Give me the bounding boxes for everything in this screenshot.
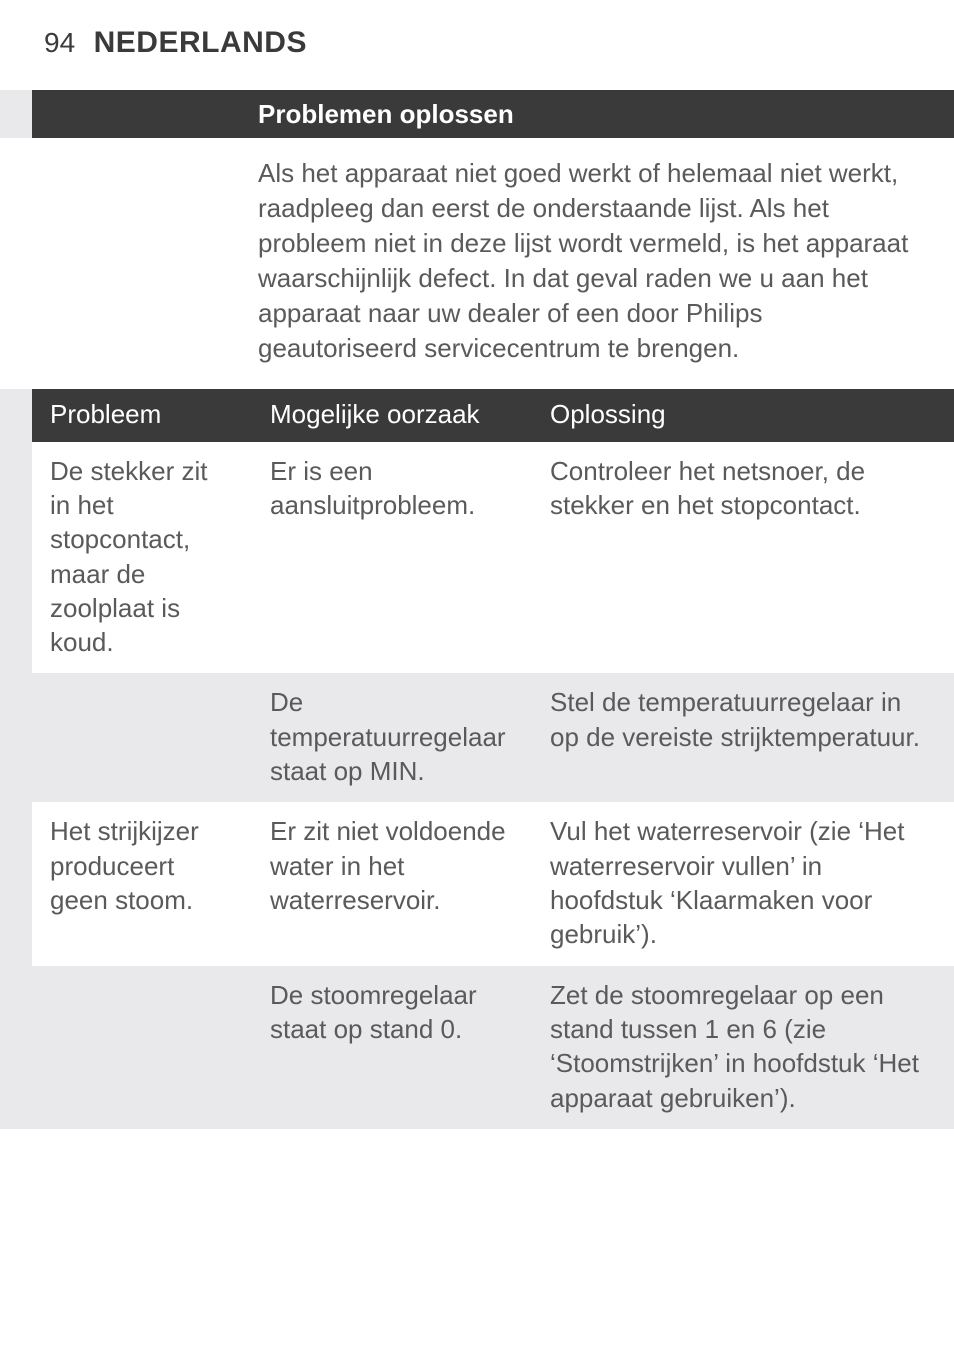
section-intro: Als het apparaat niet goed werkt of hele… <box>0 138 954 389</box>
col-header-probleem: Probleem <box>32 389 252 442</box>
table-row: De stekker zit in het stopcontact, maar … <box>32 442 954 674</box>
cell-oorzaak: Er is een aansluitprobleem. <box>252 442 532 674</box>
cell-oplossing: Stel de temperatuurregelaar in op de ver… <box>532 673 954 802</box>
section-title: Problemen oplossen <box>32 90 954 138</box>
language-label: NEDERLANDS <box>94 26 307 59</box>
cell-oplossing: Controleer het netsnoer, de stekker en h… <box>532 442 954 674</box>
cell-oorzaak: Er zit niet voldoende water in het water… <box>252 802 532 965</box>
table-row: Het strijkijzer produceert geen stoom. E… <box>32 802 954 965</box>
cell-oorzaak: De stoomregelaar staat op stand 0. <box>252 966 532 1129</box>
table-header-row: Probleem Mogelijke oorzaak Oplossing <box>32 389 954 442</box>
page-header: 94 NEDERLANDS <box>0 26 954 60</box>
col-header-oorzaak: Mogelijke oorzaak <box>252 389 532 442</box>
left-margin-bar <box>0 90 32 138</box>
cell-oplossing: Vul het waterreservoir (zie ‘Het waterre… <box>532 802 954 965</box>
table-row: De temperatuurregelaar staat op MIN. Ste… <box>32 673 954 802</box>
table-row: De stoomregelaar staat op stand 0. Zet d… <box>32 966 954 1129</box>
page-number: 94 <box>44 27 75 58</box>
cell-probleem <box>32 673 252 802</box>
cell-oplossing: Zet de stoomregelaar op een stand tussen… <box>532 966 954 1129</box>
col-header-oplossing: Oplossing <box>532 389 954 442</box>
cell-oorzaak: De temperatuurregelaar staat op MIN. <box>252 673 532 802</box>
left-margin-bar <box>0 389 32 1129</box>
troubleshoot-table: Probleem Mogelijke oorzaak Oplossing De … <box>32 389 954 1129</box>
cell-probleem: De stekker zit in het stopcontact, maar … <box>32 442 252 674</box>
cell-probleem: Het strijkijzer produceert geen stoom. <box>32 802 252 965</box>
cell-probleem <box>32 966 252 1129</box>
